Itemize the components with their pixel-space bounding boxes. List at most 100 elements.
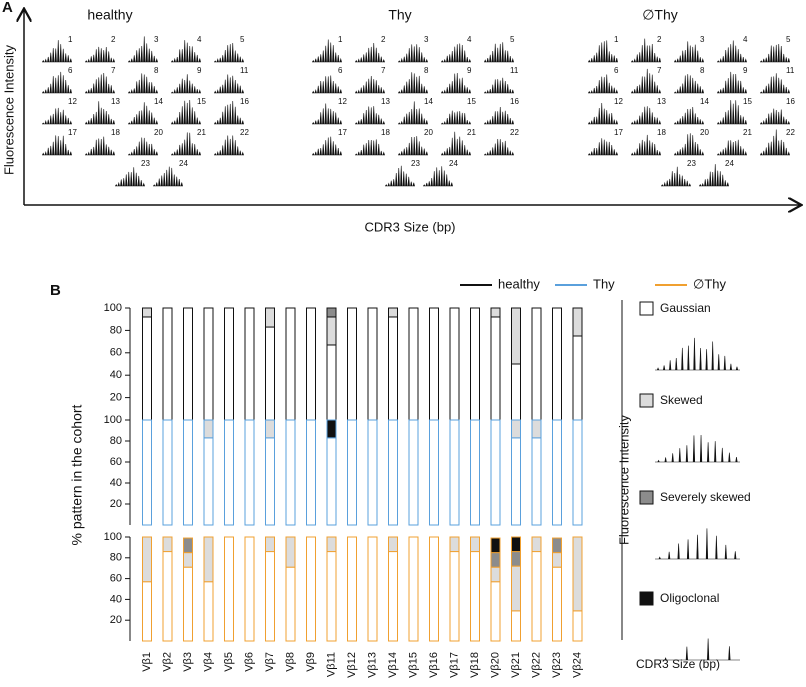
spectratype-label: 23 [687,159,696,168]
spectratype [484,42,514,63]
x-tick-label: Vβ21 [510,652,522,678]
bar-segment [326,316,337,346]
spectratype-label: 1 [68,35,73,44]
bar-segment [244,307,255,421]
spectratype [171,132,201,156]
spectratype-label: 22 [786,128,795,137]
bar-segment [490,581,501,642]
bar-segment [203,307,214,421]
x-tick-label: Vβ23 [551,652,563,678]
bar-segment [449,419,460,526]
legend-pattern-label: Skewed [660,393,703,407]
spectratype-label: 3 [424,35,429,44]
spectratype [674,107,704,125]
y-tick-label: 20 [110,614,122,626]
spectratype [85,136,115,156]
group-title: ∅Thy [642,7,678,23]
bar-segment [490,316,501,421]
spectratype [312,136,342,156]
x-tick-label: Vβ22 [530,652,542,678]
spectratype [115,167,145,187]
spectratype [398,136,428,156]
spectratype [631,68,661,94]
bar-segment [265,326,275,421]
y-tick-label: 40 [110,593,122,605]
bar-segment [183,537,193,554]
x-tick-label: Vβ2 [161,652,173,672]
legend-x-label: CDR3 Size (bp) [636,657,720,671]
spectratype [355,43,385,63]
spectratype-label: 21 [743,128,752,137]
bar-segment [449,536,460,553]
bar-segment [203,581,214,642]
bar-segment [265,307,275,328]
spectratype [484,77,514,94]
spectratype [655,435,740,463]
spectratype [312,75,342,94]
legend-pattern-label: Gaussian [660,301,711,315]
bar-segment [326,344,337,421]
x-tick-label: Vβ12 [346,652,358,678]
bar-segment [572,335,583,421]
bar-segment [367,307,378,421]
bar-segment [552,552,562,568]
y-tick-label: 40 [110,477,122,489]
y-axis-label: % pattern in the cohort [69,404,85,545]
bar-segment [326,419,337,439]
spectratype [484,106,514,125]
bar-segment [572,307,583,337]
bar-segment [306,307,316,421]
spectratype-label: 24 [725,159,734,168]
spectratype [128,73,158,94]
x-tick-label: Vβ17 [448,652,460,678]
spectratype [42,107,72,125]
y-tick-label: 80 [110,435,122,447]
spectratype [760,129,790,156]
spectratype [398,44,428,63]
x-tick-label: Vβ13 [366,652,378,678]
spectratype-label: 18 [111,128,120,137]
bar-segment [429,419,439,526]
bar-segment [183,419,193,526]
bar-segment [142,316,152,421]
spectratype [484,139,514,156]
bar-segment [470,307,480,421]
spectratype [85,46,115,63]
spectratype-label: 15 [197,97,206,106]
spectratype-label: 6 [614,66,619,75]
spectratype-label: 7 [657,66,662,75]
spectratype-label: 5 [510,35,515,44]
spectratype [588,74,618,94]
spectratype [214,42,244,63]
legend-y-label: Fluorescence Intensity [616,414,631,545]
x-axis-label: CDR3 Size (bp) [364,219,455,234]
bar-segment [429,536,439,642]
spectratype [423,166,453,187]
x-tick-label: Vβ1 [141,652,153,672]
x-tick-label: Vβ5 [223,652,235,672]
bar-segment [388,307,398,318]
spectratype-label: 1 [338,35,343,44]
bar-segment [203,536,214,583]
x-tick-label: Vβ20 [489,652,501,678]
spectratype [760,108,790,125]
group-title: Thy [388,7,411,23]
spectratype-label: 20 [424,128,433,137]
spectratype [385,165,415,187]
spectratype-label: 17 [338,128,347,137]
bar-segment [326,551,337,642]
bar-segment [531,307,542,421]
spectratype-label: 2 [381,35,386,44]
y-axis-label: Fluorescence Intensity [1,44,16,175]
spectratype [441,43,471,63]
spectratype-label: 21 [467,128,476,137]
legend-swatch [639,591,654,606]
spectratype [171,40,201,63]
legend-swatch [639,393,654,408]
spectratype-label: 16 [510,97,519,106]
bar-segment [203,437,214,526]
bar-segment [490,566,501,583]
spectratype [631,134,661,156]
spectratype-label: 12 [68,97,77,106]
bar-segment [552,419,562,526]
